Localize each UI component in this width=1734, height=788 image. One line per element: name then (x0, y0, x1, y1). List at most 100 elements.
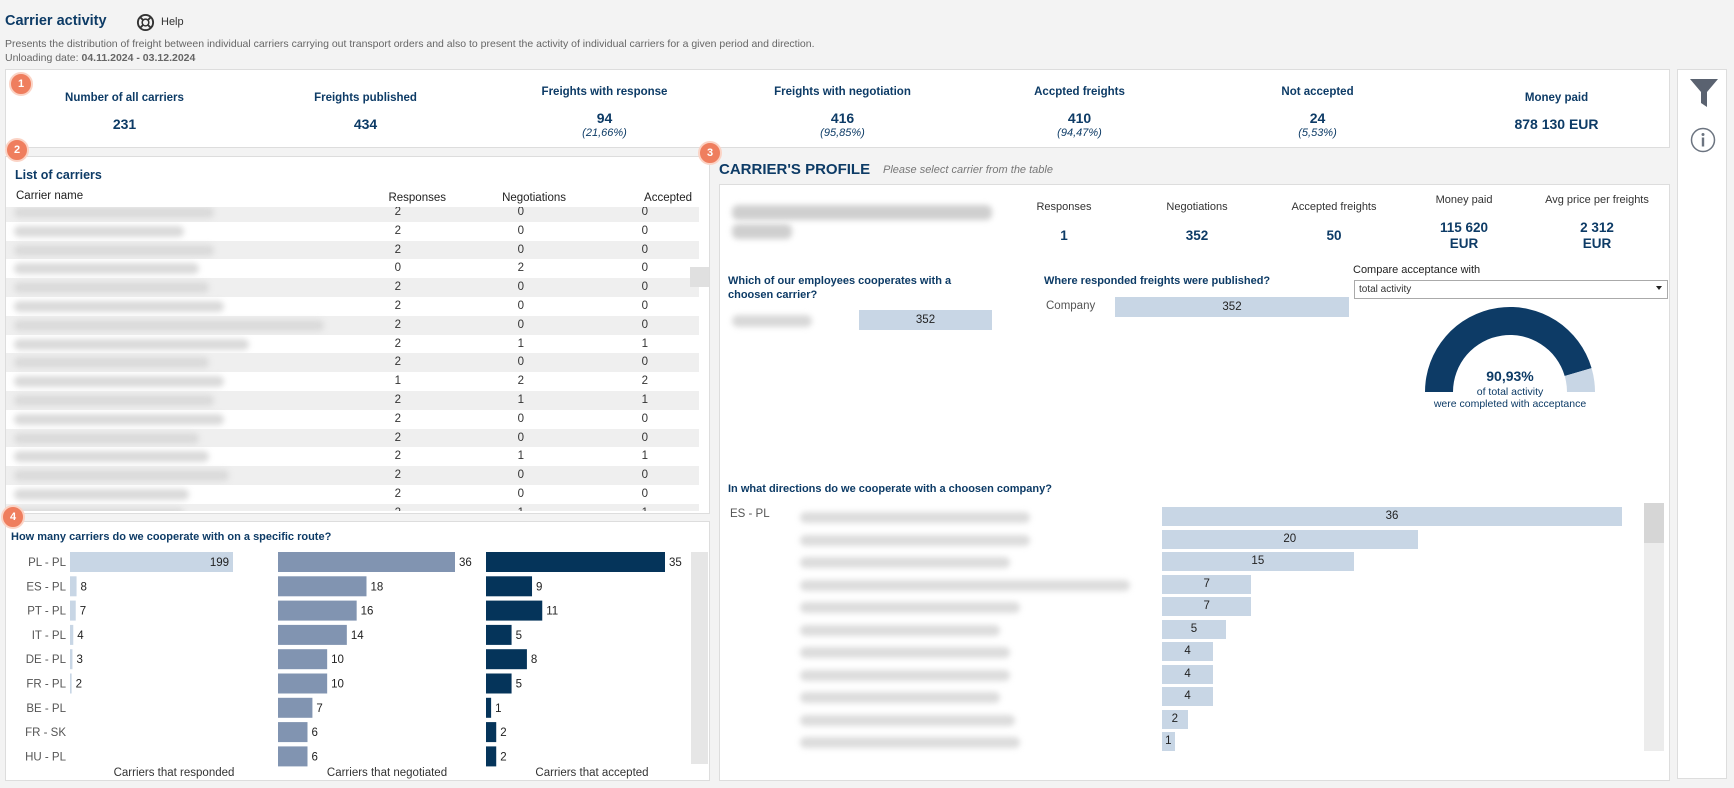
routes-scrollbar[interactable] (691, 552, 708, 764)
routes-title: How many carriers do we cooperate with o… (11, 531, 332, 543)
kpi-0: Number of all carriers 231 (6, 92, 243, 132)
table-row[interactable]: 2 1 1 (6, 447, 699, 467)
directions-scrollbar[interactable] (1644, 503, 1664, 751)
direction-bar[interactable]: 7 (1162, 597, 1252, 616)
route-bar-responded[interactable] (70, 552, 233, 572)
kpi-value: 410 (1067, 110, 1092, 126)
table-row[interactable]: 2 0 0 (6, 221, 699, 241)
profile-stat-label: Responses (1036, 201, 1092, 213)
direction-bar[interactable]: 15 (1162, 552, 1354, 571)
gauge-line1: of total activity (1476, 386, 1544, 398)
route-bar-accepted[interactable] (486, 722, 497, 743)
route-bar-negotiated[interactable] (278, 722, 308, 743)
route-value-negotiated: 18 (371, 581, 384, 593)
cell-responses: 2 (394, 243, 401, 256)
route-bar-accepted[interactable] (486, 624, 512, 645)
table-row[interactable]: 2 0 0 (6, 297, 699, 316)
route-bar-negotiated[interactable] (278, 649, 328, 670)
chevron-down-icon (1656, 286, 1662, 290)
compare-select[interactable]: total activity (1354, 280, 1668, 299)
directions-scroll-thumb[interactable] (1644, 503, 1664, 543)
cell-accepted: 0 (641, 300, 648, 312)
route-value-accepted: 5 (516, 630, 522, 642)
table-row[interactable]: 2 0 0 (6, 428, 699, 448)
table-row[interactable]: 2 0 0 (6, 315, 699, 335)
route-bar-responded[interactable] (70, 673, 72, 694)
route-label: PL - PL (28, 557, 67, 569)
route-bar-negotiated[interactable] (278, 552, 455, 572)
help-label: Help (161, 16, 184, 28)
route-bar-negotiated[interactable] (278, 673, 328, 694)
table-row[interactable]: 2 0 0 (6, 409, 699, 429)
col-responses[interactable]: Responses (388, 192, 446, 204)
employee-bar[interactable]: 352 (859, 310, 992, 330)
direction-bar[interactable]: 36 (1162, 507, 1622, 526)
route-bar-accepted[interactable] (486, 649, 527, 670)
direction-bar[interactable]: 7 (1162, 574, 1252, 594)
table-row[interactable]: 2 0 0 (6, 278, 699, 298)
route-bar-responded[interactable] (70, 649, 73, 670)
filter-icon[interactable] (1689, 77, 1719, 109)
direction-bar[interactable]: 4 (1162, 687, 1214, 706)
route-bar-responded[interactable] (70, 600, 76, 621)
route-bar-responded[interactable] (70, 576, 77, 597)
published-bar[interactable]: 352 (1115, 297, 1349, 317)
route-bar-accepted[interactable] (486, 746, 497, 767)
carrier-name-blurred (14, 301, 224, 312)
route-value-negotiated: 6 (312, 751, 318, 763)
direction-bar[interactable]: 5 (1162, 619, 1226, 639)
route-bar-accepted[interactable] (486, 697, 492, 718)
route-bar-negotiated[interactable] (278, 600, 357, 621)
gauge-remaining-arc (1564, 368, 1595, 392)
route-bar-negotiated[interactable] (278, 697, 313, 718)
kpi-percentage: (21,66%) (582, 127, 627, 139)
help-button[interactable]: Help (136, 13, 184, 31)
carrier-name-blurred (14, 244, 214, 256)
carriers-scrollbar[interactable] (690, 267, 709, 287)
col-carrier-name[interactable]: Carrier name (16, 190, 84, 202)
route-bar-responded[interactable] (70, 624, 74, 645)
cell-responses: 2 (394, 394, 401, 406)
table-row[interactable]: 2 0 0 (6, 466, 699, 486)
cell-accepted: 1 (641, 394, 648, 406)
profile-stat-label: Negotiations (1166, 201, 1228, 213)
route-bar-accepted[interactable] (486, 576, 533, 597)
route-bar-negotiated[interactable] (278, 624, 347, 645)
direction-bar[interactable]: 1 (1162, 732, 1175, 751)
info-icon[interactable] (1690, 127, 1716, 153)
direction-bar[interactable]: 20 (1162, 529, 1418, 549)
cell-responses: 0 (394, 262, 401, 275)
direction-bar[interactable]: 2 (1162, 709, 1188, 729)
route-value-accepted: 1 (495, 703, 501, 715)
carriers-title: List of carriers (15, 168, 102, 182)
route-bar-accepted[interactable] (486, 600, 543, 621)
kpi-label: Number of all carriers (65, 92, 184, 104)
table-row[interactable]: 2 0 0 (6, 485, 699, 504)
table-row[interactable]: 1 2 2 (6, 372, 699, 392)
carrier-name-blurred (14, 413, 224, 425)
route-label: FR - SK (25, 727, 66, 739)
kpi-value: 94 (596, 110, 613, 126)
kpi-label: Not accepted (1281, 86, 1354, 98)
col-negotiations[interactable]: Negotiations (502, 192, 566, 204)
route-bar-negotiated[interactable] (278, 746, 308, 767)
cell-accepted: 0 (641, 412, 648, 425)
table-row[interactable]: 2 1 1 (6, 503, 699, 511)
unloading-date: Unloading date: 04.11.2024 - 03.12.2024 (5, 52, 195, 64)
table-row[interactable]: 2 0 0 (6, 240, 699, 260)
route-bar-accepted[interactable] (486, 673, 512, 694)
table-row[interactable]: 2 1 1 (6, 391, 699, 410)
table-row[interactable]: 2 1 1 (6, 334, 699, 354)
direction-bar[interactable]: 4 (1162, 664, 1214, 684)
route-label: ES - PL (26, 581, 66, 593)
kpi-label: Freights published (314, 92, 417, 104)
route-bar-negotiated[interactable] (278, 576, 367, 597)
table-row[interactable]: 2 0 0 (6, 207, 699, 222)
carrier-name-blurred (14, 282, 209, 294)
carrier-name-blurred (14, 432, 199, 444)
col-accepted[interactable]: Accepted (644, 192, 692, 204)
table-row[interactable]: 0 2 0 (6, 259, 699, 279)
table-row[interactable]: 2 0 0 (6, 353, 699, 373)
direction-bar[interactable]: 4 (1162, 642, 1214, 661)
route-bar-accepted[interactable] (486, 552, 665, 572)
